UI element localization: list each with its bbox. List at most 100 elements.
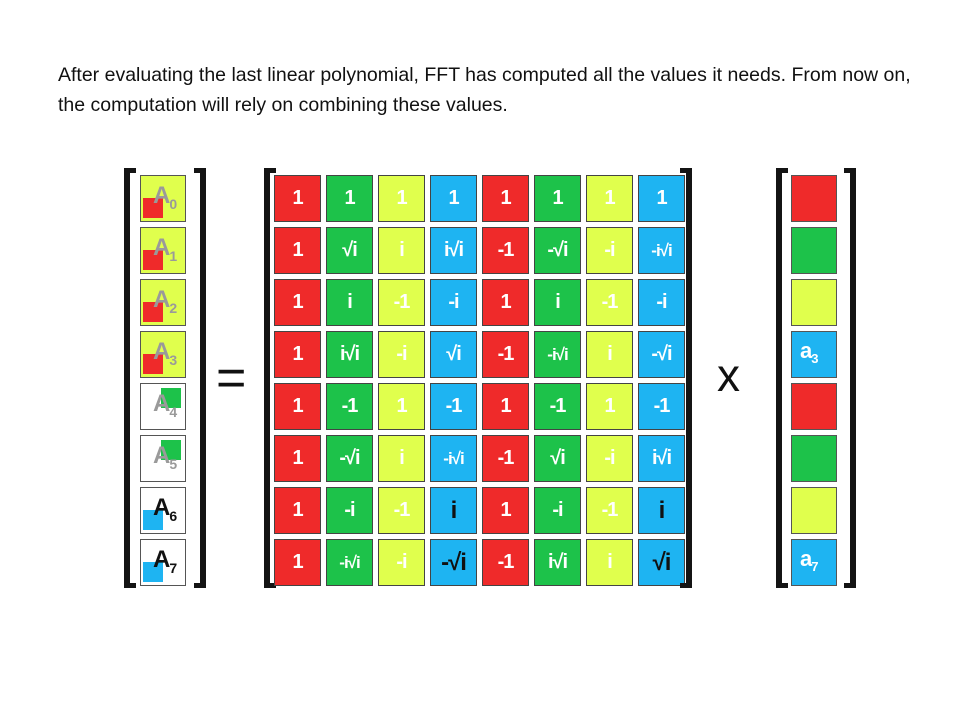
coefficient-label: a3 <box>800 338 819 366</box>
matrix-cell-r4-c6: 1 <box>586 383 633 430</box>
right-bracket-open <box>776 168 788 588</box>
matrix-cell-r7-c5: i√i <box>534 539 581 586</box>
matrix-cell-r0-c2: 1 <box>378 175 425 222</box>
color-marker <box>143 198 163 218</box>
matrix-cell-r3-c6: i <box>586 331 633 378</box>
result-label: A0 <box>153 182 177 212</box>
result-label: A1 <box>153 234 177 264</box>
result-label: A4 <box>153 390 177 420</box>
dft-matrix: 1 1 1 1 1 1 1 1 1 √i i i√i -1 -√i -i -i√i 1 i -1 -i 1 i -1 -i 1 i… <box>274 175 685 586</box>
times-sign: x <box>717 349 740 401</box>
color-marker <box>143 250 163 270</box>
matrix-cell-r6-c2: -1 <box>378 487 425 534</box>
matrix-cell-r1-c2: i <box>378 227 425 274</box>
matrix-cell-r0-c3: 1 <box>430 175 477 222</box>
matrix-cell-r1-c4: -1 <box>482 227 529 274</box>
matrix-cell-r1-c5: -√i <box>534 227 581 274</box>
matrix-cell-r7-c7: √i <box>638 539 685 586</box>
result-cell-1: A1 <box>140 227 186 274</box>
left-bracket-open <box>124 168 136 588</box>
coefficient-cell-0 <box>791 175 837 222</box>
matrix-cell-r3-c1: i√i <box>326 331 373 378</box>
matrix-cell-r3-c4: -1 <box>482 331 529 378</box>
color-marker <box>161 440 181 460</box>
matrix-bracket-close <box>680 168 692 588</box>
matrix-cell-r5-c4: -1 <box>482 435 529 482</box>
caption-text: After evaluating the last linear polynom… <box>58 64 911 116</box>
matrix-cell-r6-c4: 1 <box>482 487 529 534</box>
matrix-cell-r2-c0: 1 <box>274 279 321 326</box>
coefficient-cell-7: a7 <box>791 539 837 586</box>
coefficient-cell-5 <box>791 435 837 482</box>
result-cell-6: A6 <box>140 487 186 534</box>
matrix-cell-r0-c0: 1 <box>274 175 321 222</box>
result-cell-3: A3 <box>140 331 186 378</box>
matrix-cell-r1-c1: √i <box>326 227 373 274</box>
matrix-cell-r6-c7: i <box>638 487 685 534</box>
color-marker <box>143 354 163 374</box>
result-label: A3 <box>153 338 177 368</box>
matrix-cell-r2-c6: -1 <box>586 279 633 326</box>
matrix-cell-r2-c7: -i <box>638 279 685 326</box>
coefficient-cell-6 <box>791 487 837 534</box>
matrix-cell-r6-c0: 1 <box>274 487 321 534</box>
matrix-cell-r2-c1: i <box>326 279 373 326</box>
coefficient-cell-3: a3 <box>791 331 837 378</box>
color-marker <box>143 302 163 322</box>
matrix-cell-r1-c7: -i√i <box>638 227 685 274</box>
matrix-cell-r7-c2: -i <box>378 539 425 586</box>
matrix-cell-r4-c0: 1 <box>274 383 321 430</box>
result-label: A6 <box>153 494 177 524</box>
matrix-cell-r4-c4: 1 <box>482 383 529 430</box>
matrix-cell-r3-c5: -i√i <box>534 331 581 378</box>
result-label: A2 <box>153 286 177 316</box>
matrix-cell-r4-c7: -1 <box>638 383 685 430</box>
matrix-cell-r5-c5: √i <box>534 435 581 482</box>
result-cell-7: A7 <box>140 539 186 586</box>
matrix-cell-r4-c1: -1 <box>326 383 373 430</box>
left-bracket-close <box>194 168 206 588</box>
matrix-cell-r0-c1: 1 <box>326 175 373 222</box>
matrix-cell-r6-c5: -i <box>534 487 581 534</box>
matrix-cell-r5-c3: -i√i <box>430 435 477 482</box>
matrix-cell-r0-c7: 1 <box>638 175 685 222</box>
matrix-cell-r3-c2: -i <box>378 331 425 378</box>
matrix-cell-r6-c6: -1 <box>586 487 633 534</box>
matrix-cell-r5-c2: i <box>378 435 425 482</box>
coefficient-cell-1 <box>791 227 837 274</box>
result-cell-4: A4 <box>140 383 186 430</box>
result-cell-5: A5 <box>140 435 186 482</box>
matrix-bracket-open <box>264 168 276 588</box>
result-cell-0: A0 <box>140 175 186 222</box>
matrix-cell-r0-c5: 1 <box>534 175 581 222</box>
matrix-cell-r4-c2: 1 <box>378 383 425 430</box>
color-marker <box>143 510 163 530</box>
matrix-cell-r6-c1: -i <box>326 487 373 534</box>
matrix-cell-r1-c0: 1 <box>274 227 321 274</box>
matrix-cell-r0-c4: 1 <box>482 175 529 222</box>
matrix-cell-r2-c5: i <box>534 279 581 326</box>
color-marker <box>161 388 181 408</box>
matrix-cell-r3-c0: 1 <box>274 331 321 378</box>
matrix-cell-r4-c5: -1 <box>534 383 581 430</box>
result-cell-2: A2 <box>140 279 186 326</box>
coefficient-cell-2 <box>791 279 837 326</box>
coefficient-cell-4 <box>791 383 837 430</box>
matrix-cell-r2-c4: 1 <box>482 279 529 326</box>
matrix-cell-r3-c7: -√i <box>638 331 685 378</box>
coefficient-vector: a3 a7 <box>791 175 839 591</box>
matrix-cell-r5-c6: -i <box>586 435 633 482</box>
matrix-cell-r5-c1: -√i <box>326 435 373 482</box>
right-bracket-close <box>844 168 856 588</box>
equals-sign: = <box>216 349 247 407</box>
result-vector: A0 A1 A2 A3 A4 A5 A6 A7 <box>140 175 188 591</box>
matrix-cell-r6-c3: i <box>430 487 477 534</box>
matrix-cell-r7-c6: i <box>586 539 633 586</box>
coefficient-label: a7 <box>800 546 819 574</box>
matrix-cell-r1-c6: -i <box>586 227 633 274</box>
matrix-cell-r7-c1: -i√i <box>326 539 373 586</box>
matrix-cell-r5-c0: 1 <box>274 435 321 482</box>
color-marker <box>143 562 163 582</box>
matrix-cell-r2-c3: -i <box>430 279 477 326</box>
matrix-cell-r7-c0: 1 <box>274 539 321 586</box>
